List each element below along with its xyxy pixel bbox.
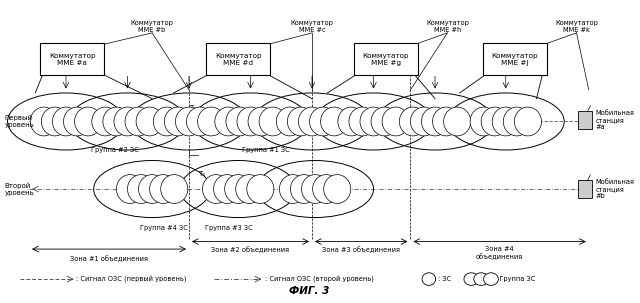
Text: T₂: T₂: [198, 171, 205, 177]
Ellipse shape: [301, 175, 328, 203]
Ellipse shape: [136, 107, 163, 136]
Ellipse shape: [484, 273, 499, 285]
Text: T₁: T₁: [189, 105, 196, 111]
Ellipse shape: [399, 107, 426, 136]
Ellipse shape: [287, 107, 314, 136]
FancyBboxPatch shape: [353, 43, 418, 75]
Ellipse shape: [371, 107, 398, 136]
Ellipse shape: [116, 175, 143, 203]
Text: Коммутатор
MME #j: Коммутатор MME #j: [492, 53, 538, 66]
Ellipse shape: [515, 107, 541, 136]
Ellipse shape: [198, 107, 225, 136]
Ellipse shape: [470, 107, 497, 136]
Text: : Сигнал ОЗС (первый уровень): : Сигнал ОЗС (первый уровень): [76, 276, 187, 283]
Text: Коммутатор
MME #c: Коммутатор MME #c: [291, 20, 333, 33]
Ellipse shape: [338, 107, 365, 136]
Ellipse shape: [503, 107, 531, 136]
FancyBboxPatch shape: [206, 43, 271, 75]
Text: Коммутатор
MME #a: Коммутатор MME #a: [49, 53, 95, 66]
Ellipse shape: [103, 107, 130, 136]
Ellipse shape: [125, 107, 152, 136]
Ellipse shape: [349, 107, 376, 136]
Ellipse shape: [410, 107, 438, 136]
Text: Зона #2 объединения: Зона #2 объединения: [211, 246, 289, 253]
Ellipse shape: [298, 107, 326, 136]
Ellipse shape: [324, 175, 351, 203]
Ellipse shape: [164, 107, 191, 136]
Ellipse shape: [42, 107, 68, 136]
Ellipse shape: [247, 175, 274, 203]
Text: Коммутатор
MME #k: Коммутатор MME #k: [555, 20, 598, 33]
Text: Зона #3 объединения: Зона #3 объединения: [322, 246, 400, 253]
Ellipse shape: [492, 107, 519, 136]
Text: Мобильная
станция
#a: Мобильная станция #a: [596, 110, 635, 130]
Ellipse shape: [236, 175, 263, 203]
Text: Второй
уровень: Второй уровень: [4, 182, 34, 196]
Text: Коммутатор
MME #h: Коммутатор MME #h: [426, 20, 468, 33]
Text: Группа #4 ЗС: Группа #4 ЗС: [140, 225, 188, 231]
Text: : Сигнал ОЗС (второй уровень): : Сигнал ОЗС (второй уровень): [265, 276, 374, 283]
Text: : ЗС: : ЗС: [438, 276, 451, 282]
FancyBboxPatch shape: [483, 43, 547, 75]
Ellipse shape: [382, 107, 409, 136]
Text: Мобильная
станция
#b: Мобильная станция #b: [596, 179, 635, 199]
Ellipse shape: [312, 175, 340, 203]
Text: Первый
уровень: Первый уровень: [4, 115, 34, 128]
Ellipse shape: [237, 107, 264, 136]
Ellipse shape: [321, 107, 348, 136]
Ellipse shape: [259, 107, 286, 136]
Ellipse shape: [464, 273, 479, 285]
Ellipse shape: [138, 175, 166, 203]
Ellipse shape: [161, 175, 188, 203]
Ellipse shape: [248, 107, 275, 136]
Text: Коммутатор
MME #d: Коммутатор MME #d: [215, 53, 262, 66]
Ellipse shape: [63, 107, 91, 136]
Ellipse shape: [214, 175, 241, 203]
Text: Зона #4
объединения: Зона #4 объединения: [476, 246, 524, 260]
FancyBboxPatch shape: [579, 180, 592, 198]
Ellipse shape: [276, 107, 303, 136]
Text: : Группа ЗС: : Группа ЗС: [495, 276, 536, 282]
Ellipse shape: [444, 107, 470, 136]
Ellipse shape: [150, 175, 177, 203]
Text: Группа #3 ЗС: Группа #3 ЗС: [205, 225, 253, 231]
Ellipse shape: [481, 107, 508, 136]
Text: Группа #1 ЗС: Группа #1 ЗС: [242, 147, 290, 153]
Ellipse shape: [422, 273, 436, 285]
Text: Группа #2 ЗС: Группа #2 ЗС: [92, 147, 139, 153]
Ellipse shape: [175, 107, 202, 136]
Ellipse shape: [291, 175, 317, 203]
Ellipse shape: [186, 107, 214, 136]
Ellipse shape: [474, 273, 488, 285]
Ellipse shape: [225, 175, 252, 203]
Ellipse shape: [280, 175, 307, 203]
Ellipse shape: [52, 107, 79, 136]
Ellipse shape: [215, 107, 242, 136]
FancyBboxPatch shape: [40, 43, 104, 75]
Text: Коммутатор
MME #b: Коммутатор MME #b: [131, 20, 173, 33]
Ellipse shape: [127, 175, 154, 203]
Ellipse shape: [226, 107, 253, 136]
Ellipse shape: [310, 107, 337, 136]
Text: Коммутатор
MME #g: Коммутатор MME #g: [362, 53, 409, 66]
Text: Зона #1 объединения: Зона #1 объединения: [70, 255, 148, 262]
Ellipse shape: [75, 107, 102, 136]
Ellipse shape: [360, 107, 387, 136]
Ellipse shape: [422, 107, 449, 136]
Ellipse shape: [92, 107, 119, 136]
Ellipse shape: [114, 107, 141, 136]
FancyBboxPatch shape: [579, 111, 592, 129]
Ellipse shape: [154, 107, 180, 136]
Ellipse shape: [202, 175, 230, 203]
Text: ФИГ. 3: ФИГ. 3: [289, 286, 329, 296]
Ellipse shape: [30, 107, 58, 136]
Ellipse shape: [433, 107, 460, 136]
